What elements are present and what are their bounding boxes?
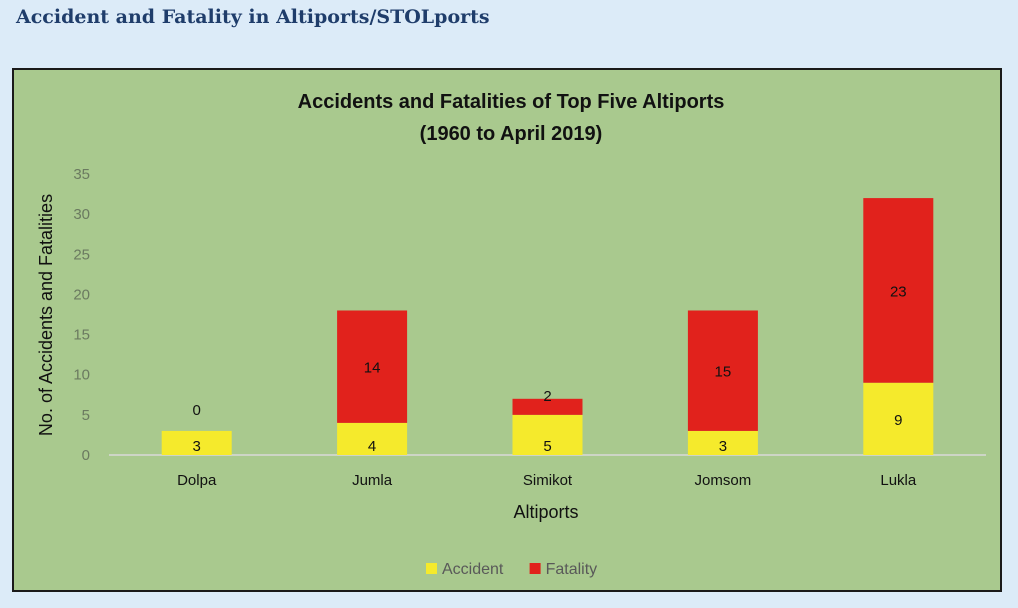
data-label-fatality-lukla: 23	[890, 283, 907, 300]
legend: Accident Fatality	[426, 561, 597, 578]
bar-accident-simikot	[512, 414, 583, 455]
legend-label-fatality: Fatality	[546, 561, 598, 578]
stacked-bar-chart: Accidents and Fatalities of Top Five Alt…	[36, 91, 986, 578]
x-axis-ticks: Dolpa Jumla Simikot Jomsom Lukla	[177, 472, 917, 489]
x-tick-label: Simikot	[523, 472, 573, 489]
data-label-fatality-dolpa: 0	[193, 402, 201, 419]
bar-fatality-jomsom	[687, 310, 758, 431]
bar-accident-lukla	[863, 382, 934, 455]
y-tick-label: 20	[73, 286, 90, 303]
x-tick-label: Dolpa	[177, 472, 217, 489]
y-tick-label: 35	[73, 166, 90, 183]
chart-container: Accidents and Fatalities of Top Five Alt…	[12, 68, 1002, 592]
data-label-accident-simikot: 5	[543, 438, 551, 455]
y-tick-label: 30	[73, 206, 90, 223]
bar-fatality-lukla	[863, 198, 934, 383]
y-tick-label: 25	[73, 246, 90, 263]
data-label-accident-jumla: 4	[368, 438, 376, 455]
data-label-fatality-simikot: 2	[543, 388, 551, 405]
bar-accident-jomsom	[687, 430, 758, 455]
x-tick-label: Jomsom	[695, 472, 752, 489]
page-heading: Accident and Fatality in Altiports/STOLp…	[16, 6, 490, 28]
y-axis-title: No. of Accidents and Fatalities	[36, 194, 56, 436]
data-label-fatality-jomsom: 15	[715, 364, 732, 381]
bar-fatality-simikot	[512, 398, 583, 415]
bar-accident-dolpa	[161, 430, 232, 455]
legend-swatch-fatality	[529, 563, 541, 574]
data-label-accident-lukla: 9	[894, 412, 902, 429]
bars-group	[161, 198, 934, 455]
legend-swatch-accident	[426, 563, 437, 574]
data-label-accident-dolpa: 3	[193, 438, 201, 455]
x-tick-label: Lukla	[880, 472, 917, 489]
chart-subtitle: (1960 to April 2019)	[420, 123, 603, 145]
data-label-fatality-jumla: 14	[364, 360, 381, 377]
bar-fatality-jumla	[337, 310, 408, 423]
legend-label-accident: Accident	[442, 561, 504, 578]
y-tick-label: 5	[82, 407, 90, 424]
x-axis-title: Altiports	[513, 502, 578, 522]
y-tick-label: 0	[82, 447, 90, 464]
x-tick-label: Jumla	[352, 472, 393, 489]
data-label-accident-jomsom: 3	[719, 438, 727, 455]
chart-title: Accidents and Fatalities of Top Five Alt…	[298, 91, 725, 113]
bar-accident-jumla	[337, 422, 408, 455]
y-tick-label: 15	[73, 327, 90, 344]
y-tick-label: 10	[73, 367, 90, 384]
